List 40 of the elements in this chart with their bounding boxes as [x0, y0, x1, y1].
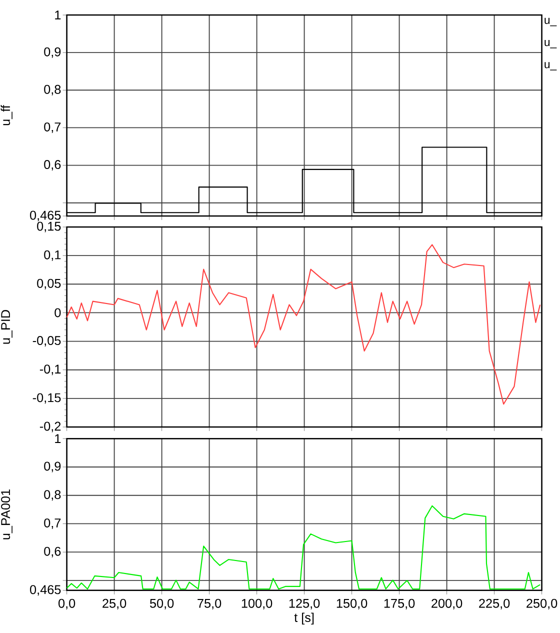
y-tick-label: 0,7	[44, 518, 61, 529]
y-tick-label: -0,05	[32, 336, 61, 347]
x-tick-label: 250,0	[526, 598, 558, 610]
x-tick-label: 150,0	[336, 598, 368, 610]
y-axis-title: u_PA001	[1, 490, 12, 540]
x-tick-label: 75,0	[198, 598, 222, 610]
line-series	[66, 505, 541, 590]
y-axis-title: u_PID	[1, 310, 12, 344]
y-tick-label: 0,05	[37, 278, 61, 290]
y-tick-label: 0,15	[37, 222, 61, 232]
y-tick-label: 1	[55, 10, 61, 20]
y-tick-label: 0,465	[30, 585, 61, 596]
x-tick-label: 175,0	[384, 598, 415, 610]
y-tick-label: 0,1	[44, 250, 61, 261]
y-tick-label: 0	[54, 308, 61, 318]
y-tick-label: 0,8	[44, 490, 61, 501]
x-tick-label: 100,0	[242, 598, 272, 610]
y-axis-title: u_ff	[0, 105, 12, 126]
y-tick-label: 0,6	[44, 546, 61, 558]
x-axis-title: t [s]	[294, 612, 314, 625]
x-tick-label: 50,0	[150, 598, 174, 610]
y-tick-label: 0,6	[44, 160, 61, 171]
text: u_	[544, 40, 557, 48]
x-tick-label: 0,0	[58, 598, 76, 610]
text: u_	[544, 18, 557, 26]
y-tick-label: 0,7	[44, 122, 61, 133]
text: u_	[544, 62, 557, 70]
y-tick-label: 0,465	[30, 210, 61, 222]
y-tick-label: -0,1	[40, 364, 61, 376]
y-tick-label: -0,2	[40, 422, 61, 432]
x-tick-label: 200,0	[432, 598, 462, 610]
y-tick-label: 0,8	[44, 84, 61, 96]
line-series	[66, 244, 541, 405]
y-tick-label: 1	[55, 434, 61, 443]
y-tick-label: 0,9	[44, 47, 61, 58]
x-tick-label: 125,0	[289, 598, 320, 610]
x-tick-label: 225,0	[479, 598, 510, 610]
x-tick-label: 25,0	[102, 598, 126, 610]
y-tick-label: -0,15	[32, 393, 61, 404]
y-tick-label: 0,9	[44, 462, 61, 472]
